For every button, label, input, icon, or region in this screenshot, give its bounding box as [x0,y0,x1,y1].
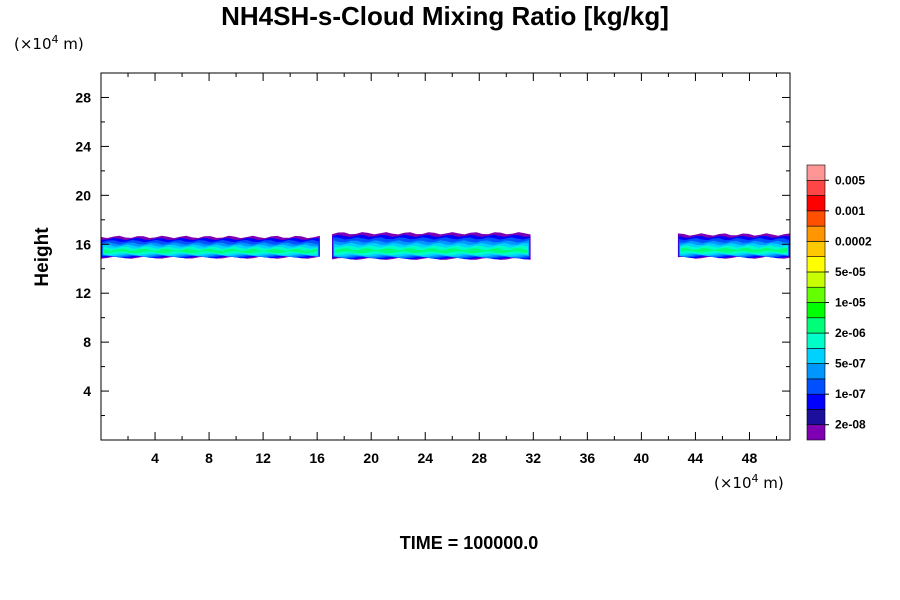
colorbar-swatch [806,424,826,441]
colorbar-swatch [806,302,826,319]
y-tick-label: 28 [75,89,91,105]
colorbar-swatch [806,363,826,380]
colorbar-label: 1e-05 [835,296,866,310]
colorbar-swatch [806,332,826,349]
x-tick-label: 4 [151,450,159,466]
y-axis-unit: (×104 m) [14,33,84,53]
cloud-segment [101,235,320,259]
y-tick-label: 24 [75,138,91,154]
x-tick-label: 12 [255,450,271,466]
y-tick-label: 12 [75,285,91,301]
colorbar-swatch [806,241,826,257]
colorbar-swatch [806,409,826,426]
cloud-contour-band [335,248,528,254]
time-label: TIME = 100000.0 [400,533,539,553]
colorbar-label: 2e-08 [835,418,866,432]
colorbar-swatch [806,225,826,242]
colorbar-swatch [806,256,826,273]
colorbar-label: 0.005 [835,173,865,187]
colorbar-swatch [806,317,826,334]
x-tick-label: 36 [580,450,596,466]
y-tick-label: 16 [75,236,91,252]
x-tick-label: 48 [742,450,758,466]
colorbar-label: 5e-07 [835,357,866,371]
colorbar-label: 0.001 [835,204,865,218]
colorbar-swatch [806,271,826,288]
colorbar-label: 0.0002 [835,234,872,248]
x-tick-label: 44 [688,450,704,466]
colorbar-swatch [806,393,826,410]
colorbar-swatch [806,348,826,364]
colorbar-swatch [806,210,826,227]
x-tick-label: 8 [205,450,213,466]
y-tick-label: 20 [75,187,91,203]
cloud-contour-band [680,247,787,253]
x-tick-label: 32 [526,450,542,466]
colorbar-swatch [806,286,826,303]
colorbar-swatch [806,378,826,395]
cloud-layer [101,232,790,260]
x-tick-label: 24 [417,450,433,466]
cloud-segment [677,233,790,259]
y-axis-label: Height [32,227,53,287]
x-tick-label: 28 [471,450,487,466]
cloud-contour-band [104,248,317,254]
x-tick-label: 20 [363,450,379,466]
colorbar-swatch [806,164,826,181]
colorbar-label: 1e-07 [835,387,866,401]
x-tick-label: 40 [634,450,650,466]
y-tick-label: 8 [83,334,91,350]
colorbar-legend: 2e-08 1e-07 5e-07 2e-06 1e-05 5e-05 0.0002 0.00… [806,164,872,441]
y-tick-label: 4 [83,383,91,399]
x-tick-label: 16 [309,450,325,466]
cloud-segment [332,232,531,260]
colorbar-label: 5e-05 [835,265,866,279]
plot-frame [100,72,791,441]
colorbar-swatch [806,179,826,196]
colorbar-swatch [806,195,826,212]
chart-title: NH4SH-s-Cloud Mixing Ratio [kg/kg] [221,1,669,31]
colorbar-label: 2e-06 [835,326,866,340]
x-axis-unit: (×104 m) [714,472,784,492]
